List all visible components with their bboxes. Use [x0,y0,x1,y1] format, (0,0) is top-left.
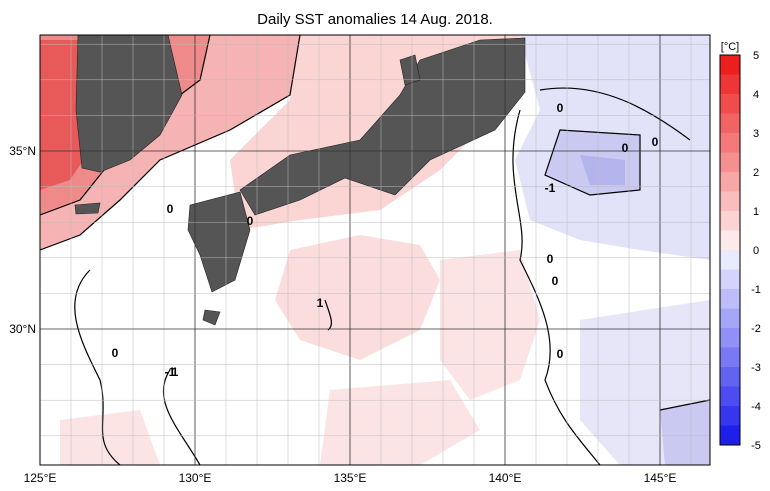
contour-label: 1 [317,296,324,310]
x-axis-label: 130°E [179,471,212,485]
title: Daily SST anomalies 14 Aug. 2018. [257,11,493,28]
y-axis-label: 30°N [9,322,36,336]
contour-label: 0 [552,274,559,288]
colorbar-label: 1 [753,206,759,218]
contour-label: -1 [545,181,556,195]
contour-label: 0 [167,202,174,216]
colorbar-swatch [720,230,740,251]
colorbar-label: 2 [753,167,759,179]
contour-label: 1 [172,365,179,379]
colorbar-label: -5 [751,440,761,452]
land [74,35,526,326]
contour-label: 0 [547,252,554,266]
colorbar-swatch [720,308,740,329]
contour-label: 0 [247,214,254,228]
colorbar-swatch [720,74,740,95]
colorbar-swatch [720,211,740,231]
colorbar-unit: [°C] [721,41,739,53]
contour-label: 0 [652,135,659,149]
colorbar: [°C] 5 4 3 2 1 0 -1 -2 -3 -4 -5 [719,41,761,452]
labels: 125°E 130°E 135°E 140°E 145°E 35°N 30°N 0 0 1 0 0 0 1… [9,101,676,485]
contour-label: 0 [557,347,564,361]
colorbar-label: 5 [753,50,759,62]
contour-label: 0 [557,101,564,115]
colorbar-label: -3 [751,362,761,374]
colorbar-label: -4 [751,401,761,413]
colorbar-swatch [720,425,740,446]
colorbar-label: -1 [751,284,761,296]
x-axis-label: 135°E [334,471,367,485]
colorbar-swatch [720,269,740,290]
colorbar-label: 3 [753,128,759,140]
colorbar-swatch [720,347,740,368]
colorbar-swatch [720,55,740,75]
x-axis-label: 140°E [489,471,522,485]
map-frame [39,34,711,466]
colorbar-swatch [720,289,740,309]
graticule [40,35,710,465]
colorbar-swatch [720,328,740,348]
colorbar-label: -2 [751,323,761,335]
x-axis-label: 145°E [644,471,677,485]
colorbar-swatch [720,94,740,114]
colorbar-frame [719,54,741,446]
colorbar-label: 0 [753,245,759,257]
colorbar-swatch [720,191,740,212]
contour-label: 0 [112,346,119,360]
colorbar-swatch [720,250,740,270]
y-axis-label: 35°N [9,144,36,158]
x-axis-label: 125°E [24,471,57,485]
colorbar-swatch [720,172,740,192]
colorbar-label: 4 [753,89,759,101]
colorbar-swatch [720,152,740,173]
colorbar-swatch [720,367,740,387]
colorbar-swatch [720,133,740,153]
colorbar-swatch [720,113,740,134]
colorbar-swatch [720,406,740,426]
contour-label: -1 [165,365,176,379]
colorbar-swatch [720,386,740,407]
contour-label: 0 [622,141,629,155]
